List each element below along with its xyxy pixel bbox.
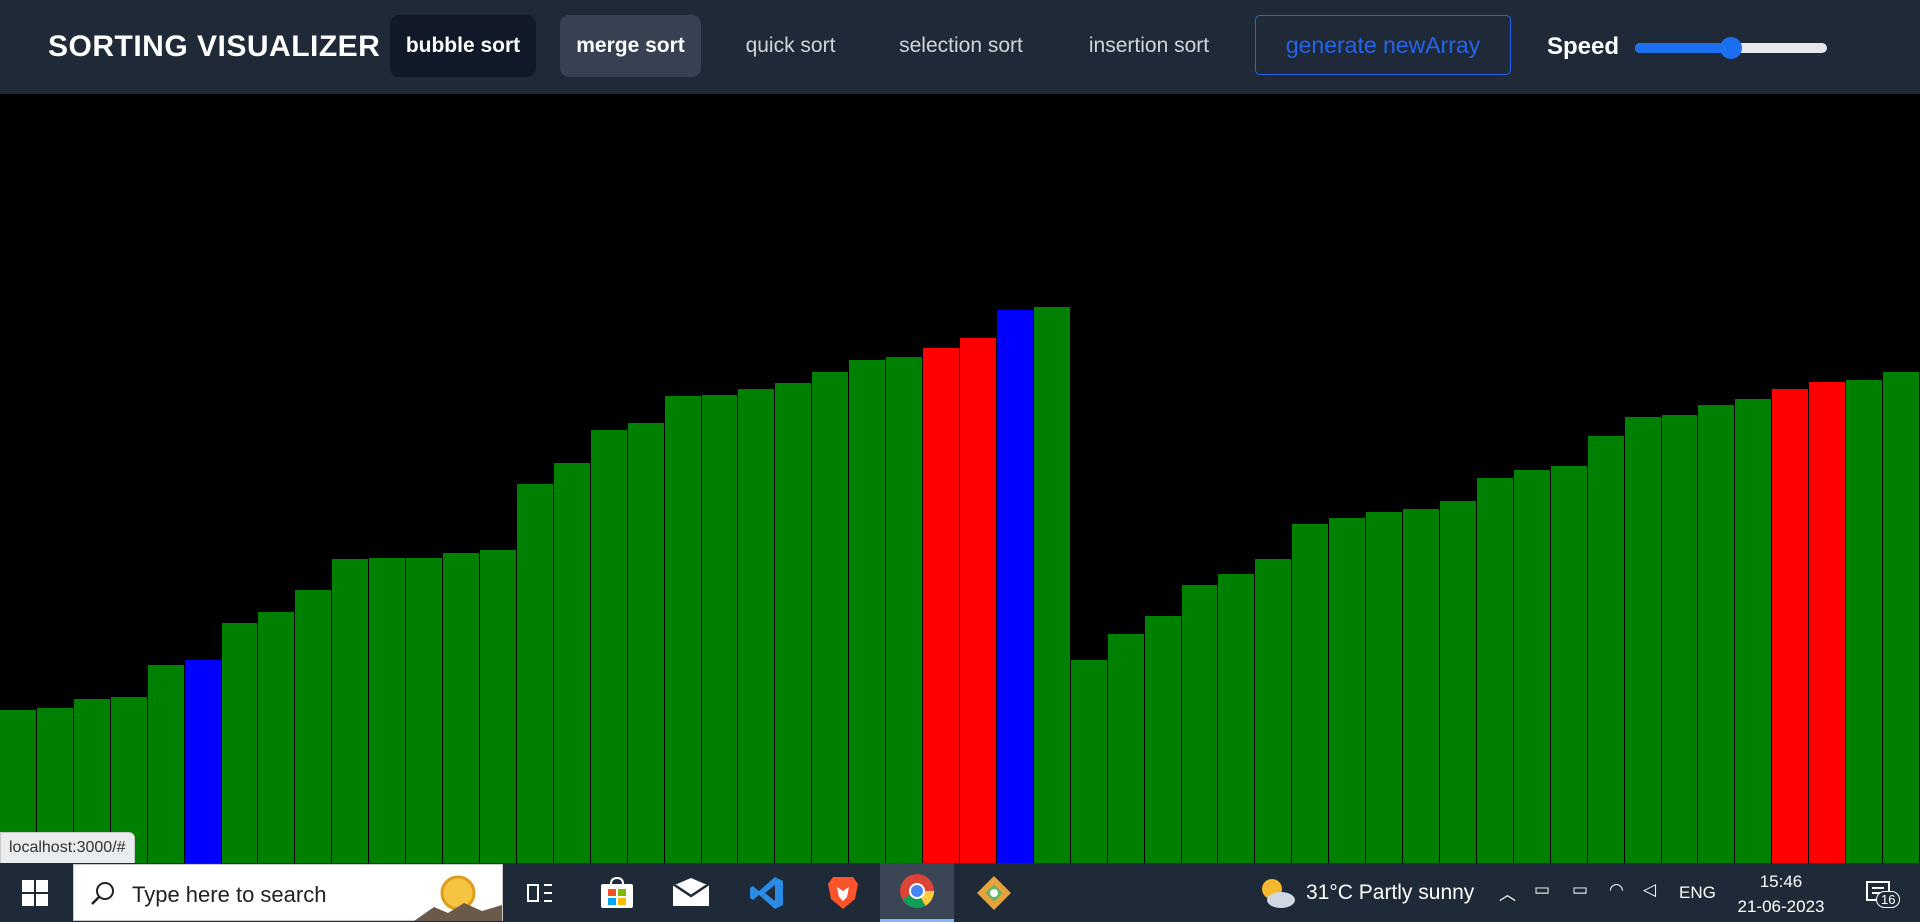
array-bar	[406, 558, 444, 863]
array-bar	[1292, 524, 1330, 863]
array-bar	[996, 310, 1034, 863]
windows-taskbar: Type here to search 31°C Partly sunny ︿ …	[0, 863, 1920, 922]
notification-icon[interactable]: 16	[1856, 863, 1902, 922]
array-bar	[1550, 466, 1588, 863]
array-bar	[258, 612, 296, 863]
array-bar	[1846, 380, 1884, 863]
array-bar	[1735, 399, 1773, 863]
array-bar	[701, 395, 739, 863]
array-bar	[295, 590, 333, 863]
array-bar	[664, 396, 702, 863]
vscode-icon[interactable]	[742, 863, 792, 922]
status-url: localhost:3000/#	[0, 832, 135, 864]
battery-icon[interactable]: ▭	[1572, 880, 1589, 899]
weather-icon[interactable]	[1255, 863, 1299, 922]
merge-sort-button[interactable]: merge sort	[560, 15, 701, 77]
array-bar	[553, 463, 591, 863]
array-bar	[443, 553, 480, 863]
navbar: SORTING VISUALIZER bubble sort merge sor…	[0, 0, 1920, 94]
taskbar-search-box[interactable]: Type here to search	[73, 864, 503, 921]
array-bar	[480, 550, 517, 863]
chevron-up-icon[interactable]: ︿	[1499, 885, 1516, 904]
array-bar	[1181, 585, 1219, 863]
array-bar	[1883, 372, 1920, 863]
array-bar	[184, 660, 222, 863]
search-icon	[91, 882, 114, 905]
array-bar	[590, 430, 628, 863]
clock-date: 21-06-2023	[1737, 897, 1825, 916]
array-bar	[1476, 478, 1514, 863]
slider-thumb[interactable]	[1720, 37, 1742, 59]
array-bar	[1698, 405, 1736, 863]
bubble-sort-button[interactable]: bubble sort	[390, 15, 536, 77]
array-bar	[1809, 382, 1847, 863]
search-placeholder: Type here to search	[132, 882, 327, 907]
array-bar	[849, 360, 887, 863]
selection-sort-button[interactable]: selection sort	[899, 34, 1023, 57]
notification-badge: 16	[1876, 891, 1901, 908]
wifi-icon[interactable]: ◠	[1609, 880, 1624, 899]
volume-icon[interactable]: ◁	[1643, 880, 1657, 899]
weather-text[interactable]: 31°C Partly sunny	[1306, 881, 1475, 904]
sun-landscape-icon	[414, 875, 502, 921]
array-bar	[1107, 634, 1145, 863]
task-view-icon[interactable]	[520, 863, 560, 922]
array-bar	[147, 665, 185, 863]
generate-array-button[interactable]: generate newArray	[1255, 15, 1511, 75]
array-bar	[1440, 501, 1477, 863]
array-bar	[1587, 436, 1625, 863]
array-bar	[1255, 559, 1293, 863]
array-bar	[1366, 512, 1404, 863]
chrome-icon[interactable]	[880, 863, 954, 922]
array-bar	[1329, 518, 1367, 863]
quick-sort-button[interactable]: quick sort	[745, 34, 836, 57]
array-bar	[1513, 470, 1551, 863]
store-icon[interactable]	[592, 863, 642, 922]
language-indicator[interactable]: ENG	[1679, 883, 1716, 902]
array-bar	[775, 383, 813, 863]
clock[interactable]: 15:46 21-06-2023	[1735, 869, 1827, 919]
array-bar	[627, 423, 665, 863]
meet-now-icon[interactable]: ▭	[1534, 880, 1551, 899]
array-bar	[886, 357, 924, 863]
speed-label: Speed	[1547, 33, 1620, 60]
array-bar	[1403, 509, 1440, 863]
brand-title: SORTING VISUALIZER	[48, 30, 381, 63]
array-bar	[1661, 415, 1699, 863]
array-bar	[923, 348, 960, 863]
array-bar	[1624, 417, 1662, 863]
sorting-bars-area	[0, 94, 1920, 863]
array-bar	[812, 372, 850, 863]
git-app-icon[interactable]	[966, 863, 1022, 922]
insertion-sort-button[interactable]: insertion sort	[1088, 34, 1210, 57]
array-bar	[369, 558, 407, 863]
mail-icon[interactable]	[666, 863, 716, 922]
clock-time: 15:46	[1759, 872, 1803, 891]
array-bar	[1218, 574, 1256, 863]
array-bar	[738, 389, 776, 863]
array-bar	[1772, 389, 1810, 863]
array-bar	[1070, 660, 1108, 863]
array-bar	[1144, 616, 1182, 863]
windows-start-icon[interactable]	[0, 863, 70, 922]
array-bar	[960, 338, 997, 863]
array-bar	[516, 484, 554, 863]
brave-icon[interactable]	[818, 863, 868, 922]
array-bar	[332, 559, 370, 863]
array-bar	[1033, 307, 1071, 863]
speed-slider[interactable]	[1635, 37, 1827, 59]
slider-fill	[1635, 43, 1731, 53]
array-bar	[221, 623, 259, 863]
